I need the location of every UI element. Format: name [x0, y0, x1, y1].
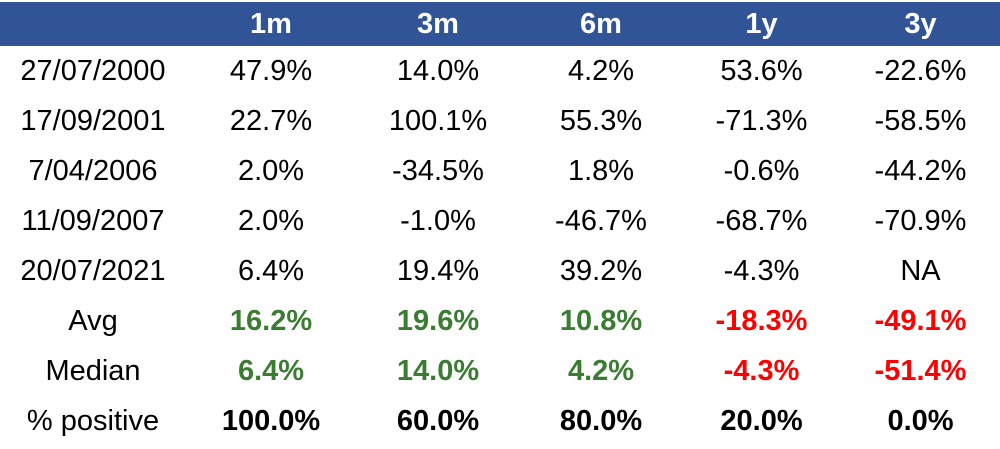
- table-cell: -4.3%: [723, 354, 800, 387]
- table-cell: 14.0%: [396, 54, 480, 87]
- column-header-1y: 1y: [745, 7, 778, 40]
- table-row: 20/07/2021 6.4% 19.4% 39.2% -4.3% NA: [0, 246, 1000, 296]
- row-label: 11/09/2007: [21, 204, 165, 237]
- table-cell: 100.1%: [388, 104, 488, 137]
- table-row: 7/04/2006 2.0% -34.5% 1.8% -0.6% -44.2%: [0, 146, 1000, 196]
- table-cell: 1.8%: [567, 154, 635, 187]
- table-cell: 19.6%: [396, 304, 480, 337]
- table-cell: 60.0%: [396, 404, 480, 437]
- table-cell: 4.2%: [567, 54, 635, 87]
- table-cell: -49.1%: [874, 304, 967, 337]
- table-cell: NA: [900, 254, 941, 287]
- table-cell: -68.7%: [715, 204, 808, 237]
- table-cell: -1.0%: [400, 204, 476, 237]
- row-label: 20/07/2021: [20, 254, 166, 287]
- column-header-3m: 3m: [417, 7, 459, 40]
- table-cell: 55.3%: [559, 104, 643, 137]
- table-cell: -71.3%: [715, 104, 808, 137]
- column-header-3y: 3y: [904, 7, 937, 40]
- table-cell: -18.3%: [715, 304, 808, 337]
- row-label: % positive: [26, 404, 160, 437]
- table-cell: -22.6%: [874, 54, 967, 87]
- table-cell: 53.6%: [720, 54, 803, 87]
- table-cell: 2.0%: [237, 154, 305, 187]
- table-cell: 14.0%: [396, 354, 480, 387]
- row-label: 17/09/2001: [20, 104, 166, 137]
- row-label: 7/04/2006: [28, 154, 158, 187]
- column-header-6m: 6m: [580, 7, 622, 40]
- table-body: 27/07/2000 47.9% 14.0% 4.2% 53.6% -22.6% 17/09…: [0, 46, 1000, 446]
- table-cell: -70.9%: [874, 204, 967, 237]
- table-cell: 0.0%: [887, 404, 954, 437]
- table-cell: 22.7%: [229, 104, 313, 137]
- table-row: Avg 16.2% 19.6% 10.8% -18.3% -49.1%: [0, 296, 1000, 346]
- table-cell: 16.2%: [229, 304, 313, 337]
- table-cell: 4.2%: [567, 354, 635, 387]
- table-cell: 39.2%: [559, 254, 643, 287]
- table-cell: -51.4%: [874, 354, 967, 387]
- table-cell: 6.4%: [237, 254, 305, 287]
- table-cell: 20.0%: [720, 404, 803, 437]
- table-cell: 10.8%: [559, 304, 643, 337]
- table-row: 27/07/2000 47.9% 14.0% 4.2% 53.6% -22.6%: [0, 46, 1000, 96]
- table-cell: 6.4%: [237, 354, 305, 387]
- table-cell: -58.5%: [874, 104, 967, 137]
- table-cell: -44.2%: [874, 154, 967, 187]
- table-cell: 47.9%: [229, 54, 313, 87]
- table-row: % positive 100.0% 60.0% 80.0% 20.0% 0.0%: [0, 396, 1000, 446]
- table-cell: -4.3%: [723, 254, 800, 287]
- column-header-label: [0, 2, 186, 46]
- table-cell: -34.5%: [392, 154, 484, 187]
- table-row: 11/09/2007 2.0% -1.0% -46.7% -68.7% -70.9%: [0, 196, 1000, 246]
- table-header: 1m 3m 6m 1y 3y: [0, 2, 1000, 46]
- table-cell: 19.4%: [396, 254, 480, 287]
- table-cell: -0.6%: [723, 154, 800, 187]
- table-cell: 80.0%: [559, 404, 643, 437]
- column-header-1m: 1m: [250, 7, 292, 40]
- table-cell: 2.0%: [237, 204, 305, 237]
- table-row: 17/09/2001 22.7% 100.1% 55.3% -71.3% -58.5%: [0, 96, 1000, 146]
- row-label: 27/07/2000: [20, 54, 166, 87]
- table-cell: -46.7%: [555, 204, 647, 237]
- row-label: Median: [45, 354, 141, 387]
- table-row: Median 6.4% 14.0% 4.2% -4.3% -51.4%: [0, 346, 1000, 396]
- header-row: 1m 3m 6m 1y 3y: [0, 2, 1000, 46]
- row-label: Avg: [68, 304, 118, 337]
- table-cell: 100.0%: [221, 404, 321, 437]
